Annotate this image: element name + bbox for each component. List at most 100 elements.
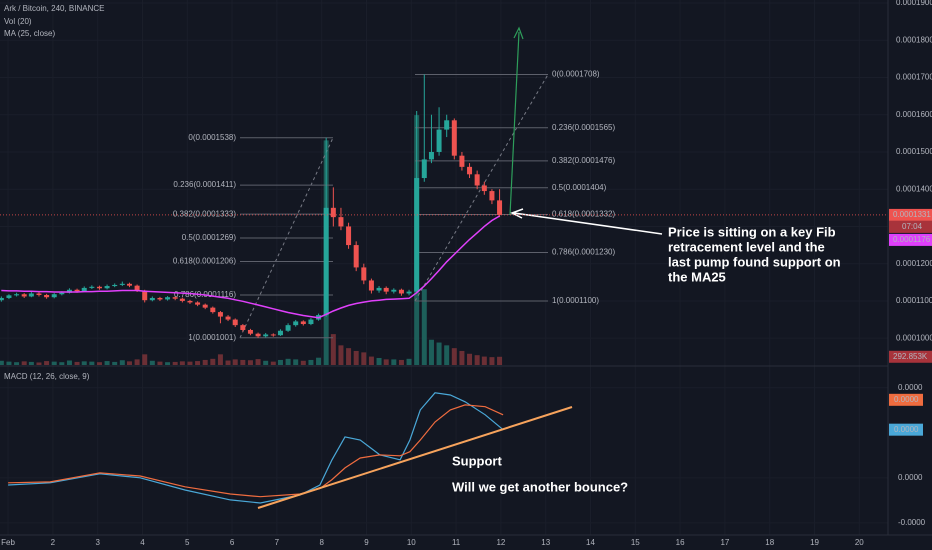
candle-body <box>225 316 231 320</box>
volume-bar <box>112 361 118 365</box>
macd-value-label: 0.0000 <box>894 425 919 434</box>
candle-body <box>255 333 261 337</box>
fib-label: 0.5(0.0001404) <box>552 183 607 192</box>
volume-bar <box>44 361 50 365</box>
candle-body <box>459 155 465 167</box>
candle-body <box>436 129 442 152</box>
volume-bar <box>179 361 185 365</box>
annotation: Price is sitting on a key Fib <box>668 224 836 239</box>
volume-bar <box>346 348 352 365</box>
volume-bar <box>89 361 95 365</box>
x-tick-label: 10 <box>407 538 416 547</box>
y-tick-label: 0.0000 <box>898 473 923 482</box>
candle-body <box>134 285 140 291</box>
volume-bar <box>338 345 344 365</box>
candle-body <box>428 151 434 160</box>
moving-average <box>1 215 500 319</box>
macd-title: MACD (12, 26, close, 9) <box>4 372 90 381</box>
x-tick-label: 14 <box>586 538 595 547</box>
volume-bar <box>172 361 178 365</box>
candle-body <box>391 289 397 292</box>
fib-label: 0.618(0.0001206) <box>173 257 237 266</box>
volume-bar <box>376 357 382 365</box>
volume-bar <box>383 359 389 365</box>
candle-body <box>21 294 27 297</box>
x-tick-label: 19 <box>810 538 819 547</box>
x-tick-label: 15 <box>631 538 640 547</box>
fib-label: 0.236(0.0001411) <box>173 180 236 189</box>
y-tick-label: 0.0001900 <box>896 0 932 7</box>
volume-bar <box>285 358 291 365</box>
indicator-label: Vol (20) <box>4 17 32 26</box>
volume-bar <box>467 353 473 365</box>
pointer-arrow <box>513 212 663 235</box>
volume-bar <box>6 361 12 365</box>
candle-body <box>126 283 132 286</box>
y-tick-label: 0.0001200 <box>896 259 932 268</box>
fib-label: 0.5(0.0001269) <box>182 233 237 242</box>
candle-body <box>376 287 382 291</box>
macd-value-label: 0.0000 <box>894 395 919 404</box>
volume-bar <box>134 359 140 365</box>
volume-bar <box>277 359 283 365</box>
candle-body <box>157 297 163 300</box>
macd-value-box <box>889 393 923 406</box>
candle-body <box>383 287 389 292</box>
volume-bar <box>481 356 487 365</box>
volume-bar <box>421 289 427 365</box>
volume-bar <box>96 362 102 365</box>
x-tick-label: 16 <box>676 538 685 547</box>
fib-layer: 0(0.0001538) 0.236(0.0001411) 0.382(0.0001… <box>173 70 616 342</box>
candle-body <box>165 297 171 300</box>
candle-body <box>398 289 404 294</box>
y-tick-label: 0.0001400 <box>896 184 932 193</box>
volume-bar <box>51 361 57 365</box>
candle-body <box>210 307 216 313</box>
support-trendline <box>257 406 573 509</box>
volume-bar <box>330 334 336 365</box>
x-tick-label: 11 <box>452 538 461 547</box>
volume-bar <box>36 362 42 365</box>
annotation: Will we get another bounce? <box>452 479 628 494</box>
countdown-box <box>889 220 932 233</box>
fib-label: 1(0.0001100) <box>552 296 599 305</box>
volume-bar <box>195 361 201 365</box>
candle-body <box>119 283 125 285</box>
volume-bar <box>497 356 503 365</box>
volume-bar <box>308 359 314 365</box>
candle-body <box>96 286 102 289</box>
volume-bar <box>451 348 457 365</box>
volume-bar <box>232 359 238 365</box>
y-tick-label: 0.0001600 <box>896 110 932 119</box>
volume-bar <box>217 354 223 365</box>
candle-body <box>263 334 269 337</box>
candle-body <box>300 321 306 325</box>
y-tick-label: 0.0001500 <box>896 147 932 156</box>
candle-body <box>51 294 57 298</box>
x-tick-label: 17 <box>720 538 729 547</box>
projection-arrow <box>509 31 520 216</box>
macd-value-box <box>889 423 923 436</box>
fib-label: 0(0.0001708) <box>552 70 600 79</box>
candle-body <box>36 293 42 295</box>
price-layer <box>0 74 504 504</box>
x-tick-label: 20 <box>855 538 864 547</box>
volume-bar <box>210 358 216 365</box>
volume-bar <box>474 355 480 365</box>
candle-body <box>353 245 359 268</box>
y-tick-label: 0.0001000 <box>896 333 932 342</box>
volume-bar <box>353 350 359 365</box>
candle-body <box>0 297 4 301</box>
candle-body <box>89 286 95 288</box>
volume-bar <box>489 357 495 365</box>
x-tick-label: 6 <box>230 538 235 547</box>
candle-body <box>293 321 299 326</box>
candle-body <box>179 298 185 301</box>
candle-body <box>467 166 473 175</box>
candle-body <box>240 325 246 330</box>
x-tick-label: 18 <box>765 538 774 547</box>
candle-body <box>308 319 314 325</box>
candle-body <box>497 200 503 215</box>
candle-body <box>451 120 457 156</box>
